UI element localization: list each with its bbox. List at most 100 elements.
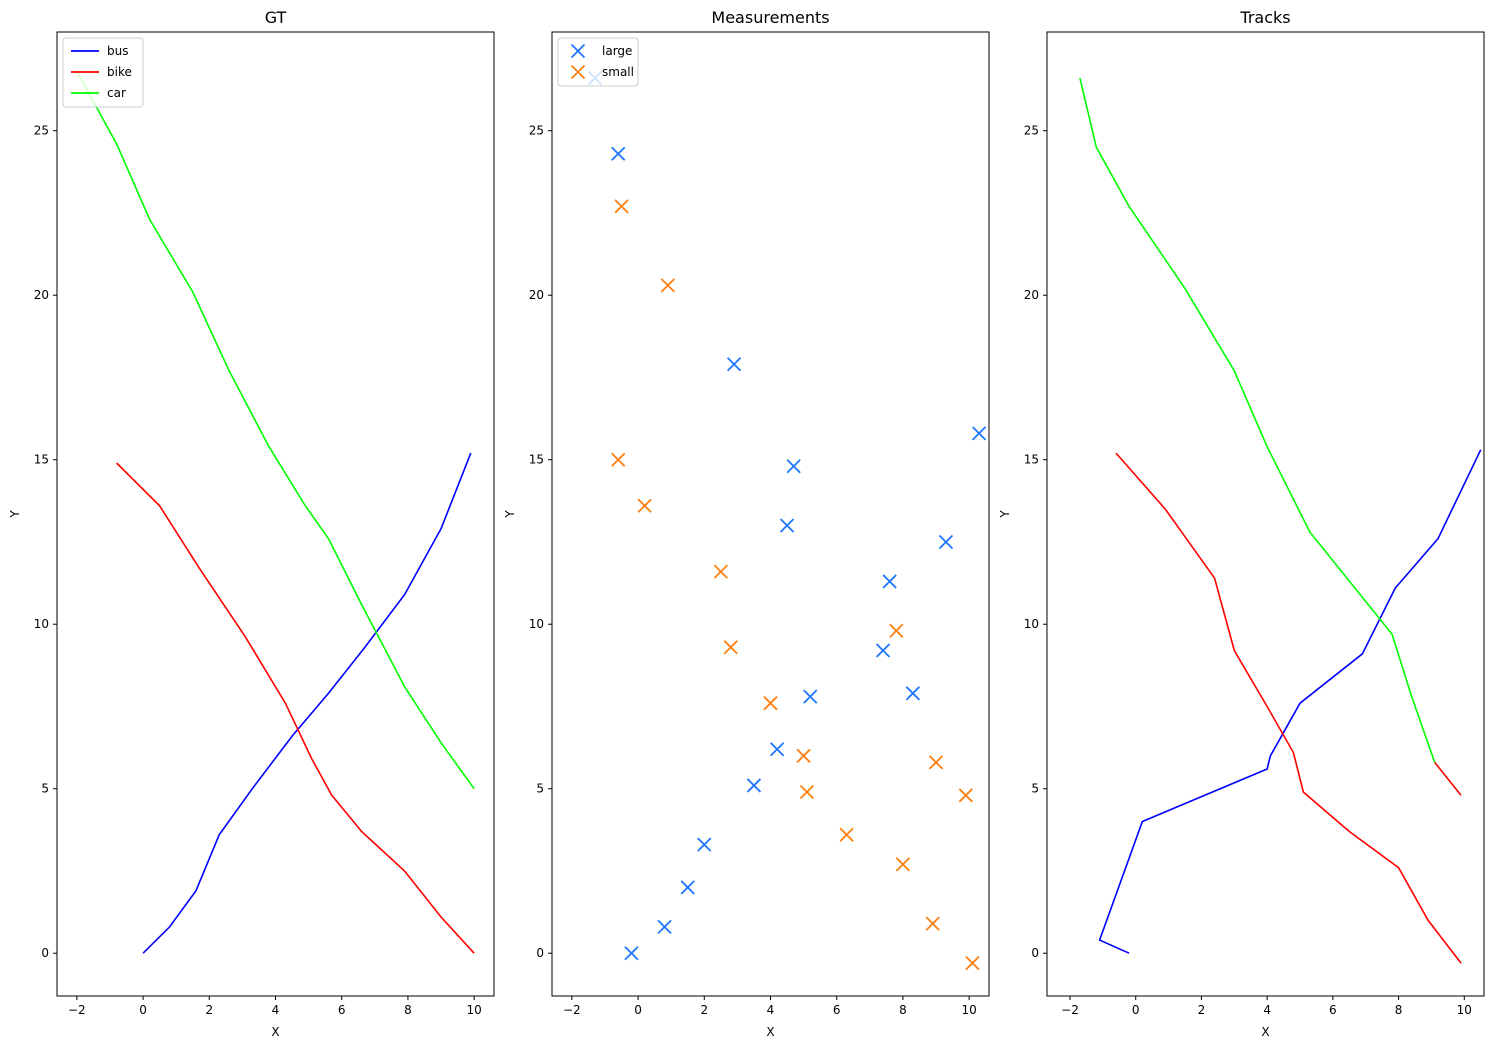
y-tick-label: 5 (41, 782, 49, 796)
point-large (875, 643, 891, 658)
y-tick-label: 10 (1024, 617, 1039, 631)
plot-area (587, 70, 987, 971)
y-tick-label: 5 (536, 782, 544, 796)
x-tick-label: 4 (767, 1003, 775, 1017)
point-small (637, 498, 652, 513)
point-large (769, 742, 785, 757)
y-tick-label: 25 (1024, 124, 1039, 138)
y-tick-label: 15 (1024, 453, 1039, 467)
x-tick-label: 2 (205, 1003, 213, 1017)
y-tick-label: 10 (34, 617, 49, 631)
y-tick-label: 25 (34, 124, 49, 138)
point-large (657, 919, 672, 935)
plot-area (1079, 77, 1482, 964)
x-tick-label: 2 (1198, 1003, 1206, 1017)
point-large (697, 837, 712, 852)
y-tick-label: 0 (1031, 946, 1039, 960)
legend-label: car (107, 86, 126, 100)
series-line-bus (142, 452, 472, 954)
x-tick-label: 4 (272, 1003, 280, 1017)
axes-frame (1046, 31, 1485, 997)
y-axis-label: Y (8, 510, 22, 519)
legend-label: bus (107, 44, 128, 58)
point-small (799, 784, 815, 800)
point-large (726, 357, 742, 372)
point-large (611, 146, 626, 161)
legend-label: bike (107, 65, 132, 79)
point-small (958, 788, 973, 803)
y-axis-label: Y (998, 510, 1012, 519)
point-large (938, 534, 954, 550)
point-large (624, 946, 639, 961)
y-tick-label: 25 (529, 124, 544, 138)
y-tick-label: 10 (529, 617, 544, 631)
legend-label: large (602, 44, 632, 58)
y-tick-label: 5 (1031, 782, 1039, 796)
chart-panel-0: −2 0 2 4 6 8 10 0 5 10 15 20 25 X Y GT bus bike car (8, 8, 495, 1039)
point-small (713, 564, 728, 579)
y-tick-label: 0 (41, 946, 49, 960)
series-line-0 (1098, 449, 1482, 954)
y-tick-label: 0 (536, 946, 544, 960)
chart-panel-2: −2 0 2 4 6 8 10 0 5 10 15 20 25 X Y Tracks (998, 8, 1485, 1039)
chart-title: Measurements (711, 8, 829, 27)
x-tick-label: 8 (404, 1003, 412, 1017)
series-line-car (76, 71, 475, 790)
x-axis-label: X (271, 1025, 279, 1039)
x-tick-label: 6 (338, 1003, 346, 1017)
legend: bus bike car (62, 37, 144, 108)
legend-label: small (602, 65, 634, 79)
point-large (779, 518, 795, 533)
x-tick-label: 0 (139, 1003, 147, 1017)
x-tick-label: 10 (961, 1003, 976, 1017)
y-tick-label: 20 (34, 288, 49, 302)
point-small (611, 452, 626, 467)
point-small (965, 955, 980, 971)
chart-panel-1: −2 0 2 4 6 8 10 0 5 10 15 20 25 X Y Measurements large sm… (503, 8, 990, 1039)
x-tick-label: 6 (833, 1003, 841, 1017)
x-tick-label: −2 (1061, 1003, 1079, 1017)
legend-swatch (570, 43, 586, 59)
point-large (971, 426, 987, 441)
legend-swatch (570, 64, 586, 80)
series-line-1 (1115, 452, 1462, 964)
axes-frame (551, 31, 990, 997)
x-tick-label: −2 (563, 1003, 581, 1017)
x-tick-label: 10 (466, 1003, 481, 1017)
point-small (614, 199, 629, 214)
chart-title: Tracks (1239, 8, 1290, 27)
point-large (905, 686, 920, 701)
point-small (839, 827, 854, 842)
y-tick-label: 15 (529, 453, 544, 467)
series-line-2 (1079, 77, 1436, 763)
x-tick-label: 4 (1263, 1003, 1271, 1017)
series-line-bike (116, 462, 475, 954)
point-small (796, 748, 811, 763)
y-tick-label: 15 (34, 453, 49, 467)
point-small (925, 916, 940, 931)
x-tick-label: 0 (634, 1003, 642, 1017)
plot-area (76, 71, 475, 954)
x-tick-label: 2 (700, 1003, 708, 1017)
point-small (895, 857, 911, 872)
point-small (889, 623, 904, 638)
point-large (746, 778, 762, 793)
point-large (786, 459, 801, 474)
legend: large small (557, 37, 639, 87)
point-large (803, 689, 818, 704)
x-tick-label: 6 (1329, 1003, 1337, 1017)
point-small (723, 640, 738, 655)
point-large (680, 880, 695, 895)
x-tick-label: 10 (1457, 1003, 1472, 1017)
y-tick-label: 20 (1024, 288, 1039, 302)
series-line-3 (1434, 761, 1462, 796)
y-axis-label: Y (503, 510, 517, 519)
point-small (763, 696, 778, 711)
x-tick-label: 8 (899, 1003, 907, 1017)
x-axis-label: X (1261, 1025, 1269, 1039)
x-tick-label: −2 (68, 1003, 86, 1017)
x-tick-label: 0 (1132, 1003, 1140, 1017)
chart-title: GT (265, 8, 287, 27)
x-tick-label: 8 (1395, 1003, 1403, 1017)
